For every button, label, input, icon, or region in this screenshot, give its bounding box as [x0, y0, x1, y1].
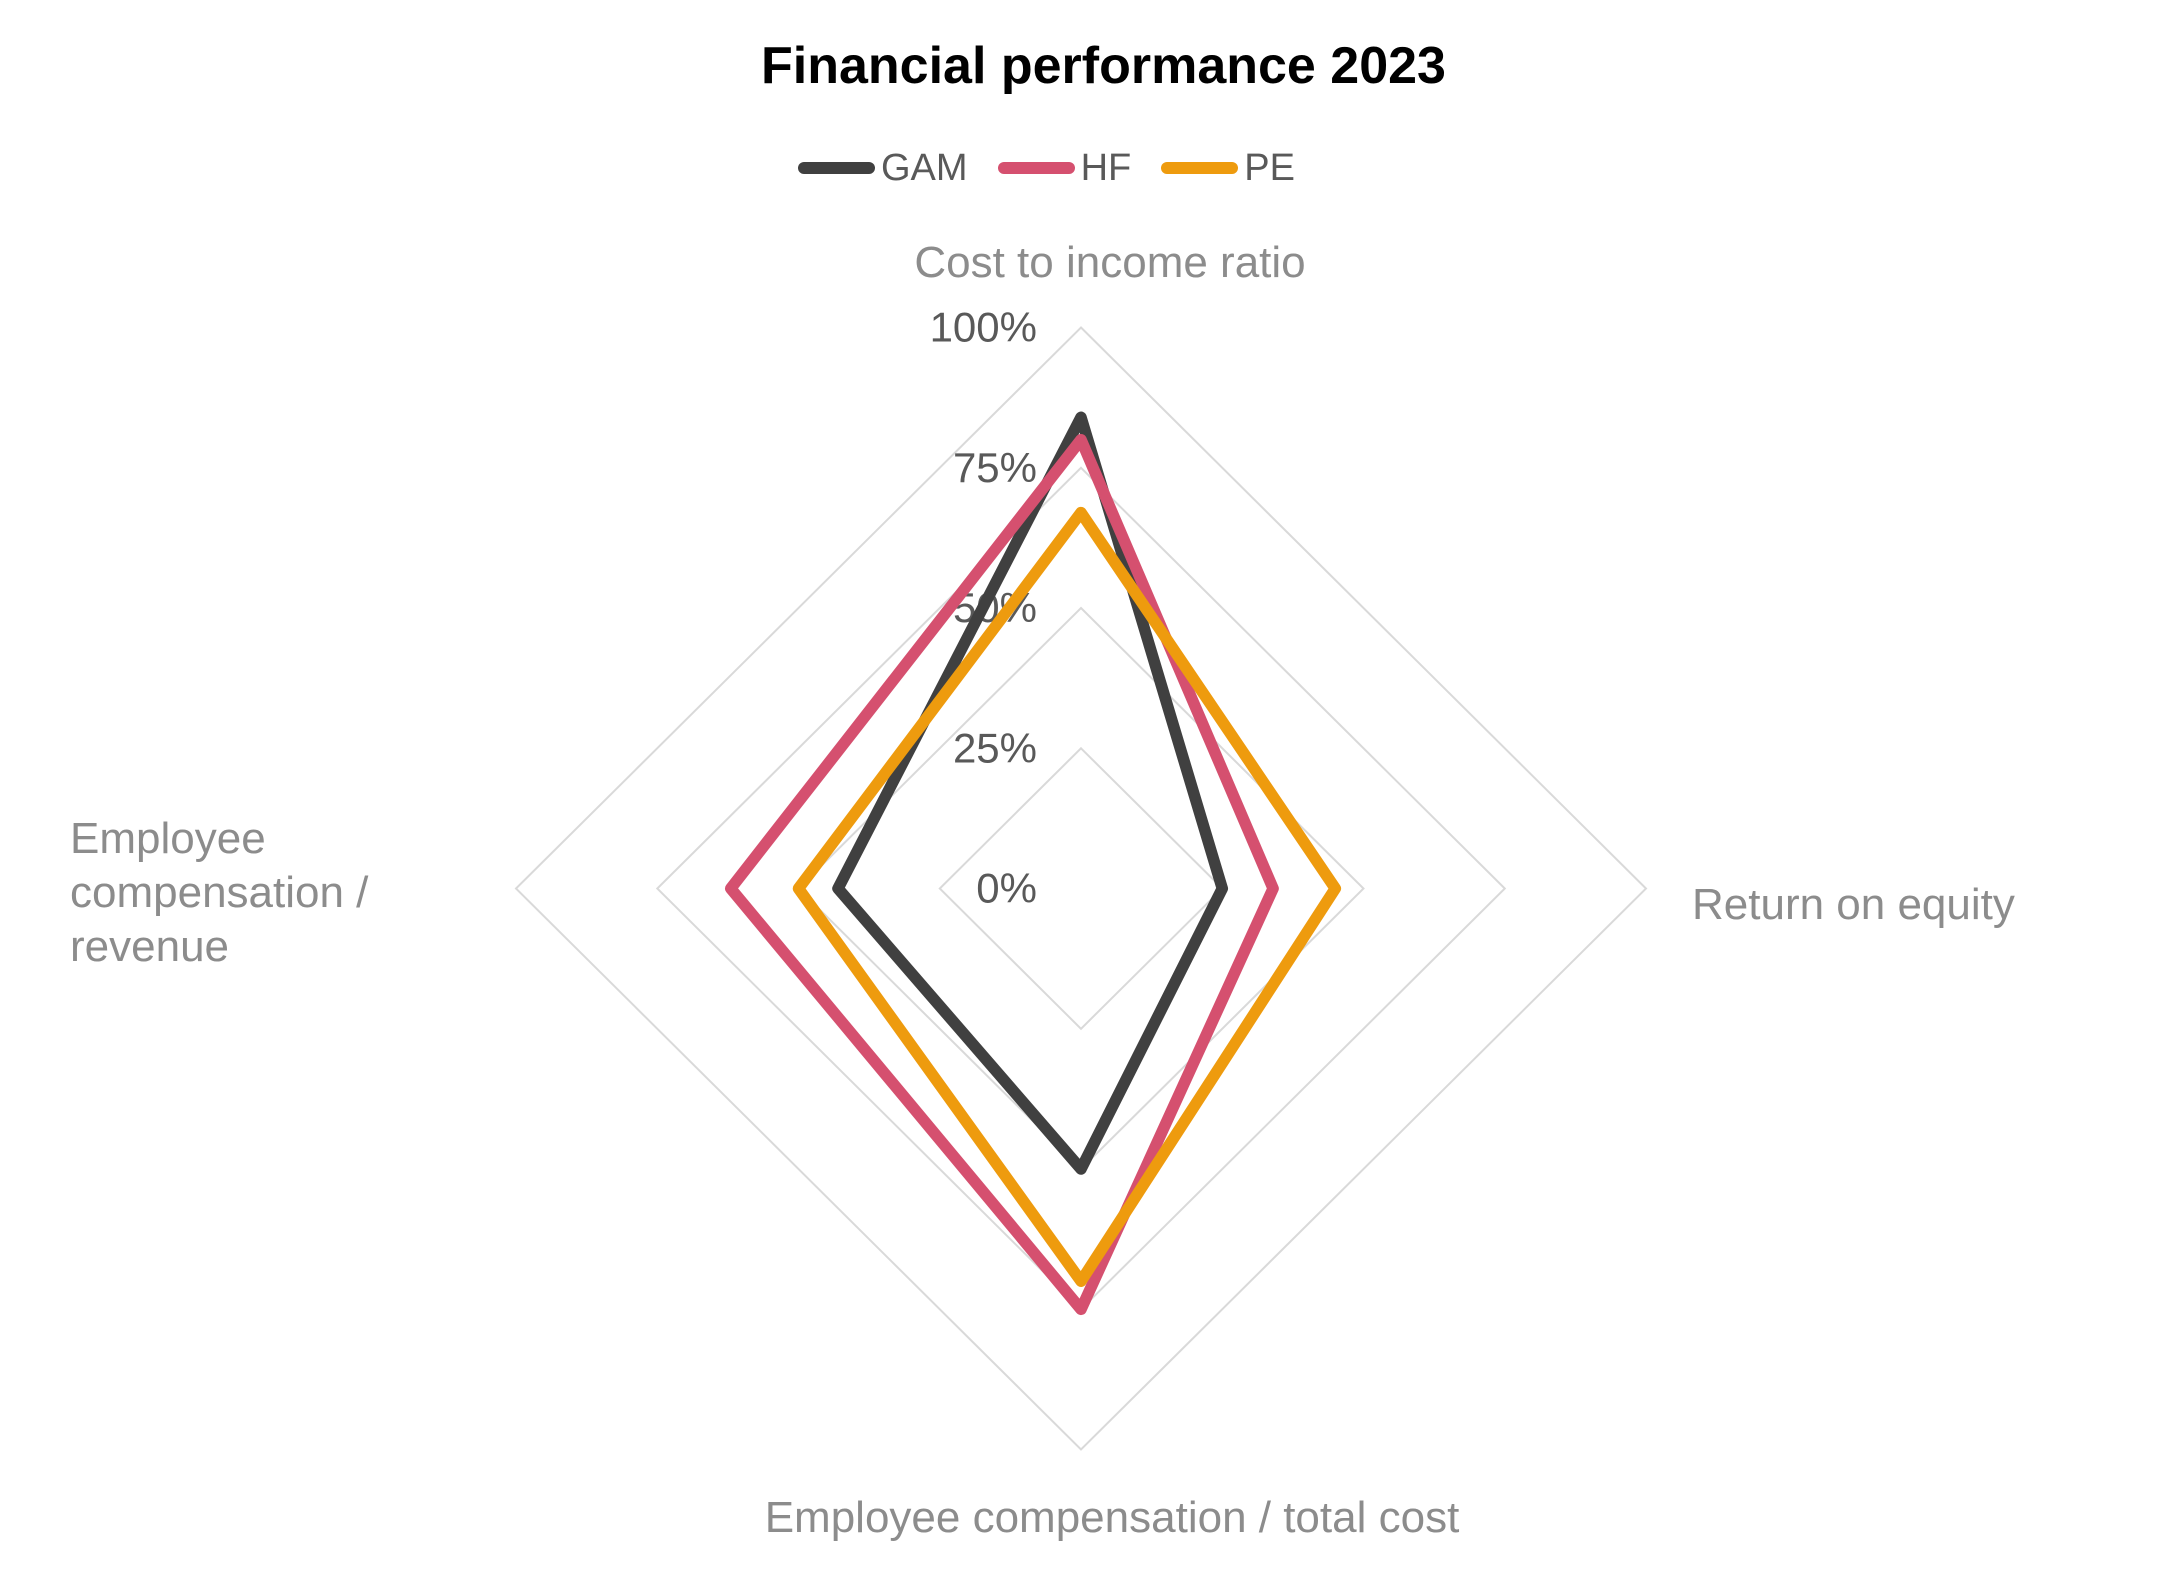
- tick-label-0: 0%: [976, 865, 1037, 912]
- legend-label-hf: HF: [1080, 147, 1132, 189]
- tick-label-75: 75%: [953, 444, 1037, 491]
- legend-swatch-pe: [1161, 162, 1239, 174]
- chart-title: Financial performance 2023: [761, 37, 1446, 95]
- tick-label-25: 25%: [953, 724, 1037, 771]
- legend-label-pe: PE: [1244, 147, 1295, 189]
- axis-label-employee-compensation-total-cost: Employee compensation / total cost: [764, 1493, 1460, 1542]
- legend-item-gam: GAM: [798, 144, 968, 192]
- series-polygons: [724, 411, 1342, 1316]
- legend-item-hf: HF: [997, 144, 1132, 192]
- series-line-pe: [792, 506, 1342, 1287]
- axis-label-return-on-equity: Return on equity: [1692, 880, 2015, 929]
- axis-label-employee-compensation-revenue: Employee compensation / revenue: [70, 814, 369, 971]
- legend: GAM HF PE: [798, 144, 1295, 192]
- tick-label-100: 100%: [930, 304, 1037, 351]
- legend-swatch-gam: [798, 162, 875, 174]
- grid-ring-25: [938, 746, 1224, 1031]
- legend-swatch-hf: [997, 162, 1075, 174]
- legend-item-pe: PE: [1161, 144, 1295, 192]
- legend-label-gam: GAM: [881, 147, 968, 189]
- grid-ring-75: [655, 466, 1507, 1311]
- axis-label-cost-to-income-ratio: Cost to income ratio: [914, 238, 1306, 287]
- grid-ring-100: [514, 326, 1648, 1451]
- series-line-hf: [724, 433, 1279, 1316]
